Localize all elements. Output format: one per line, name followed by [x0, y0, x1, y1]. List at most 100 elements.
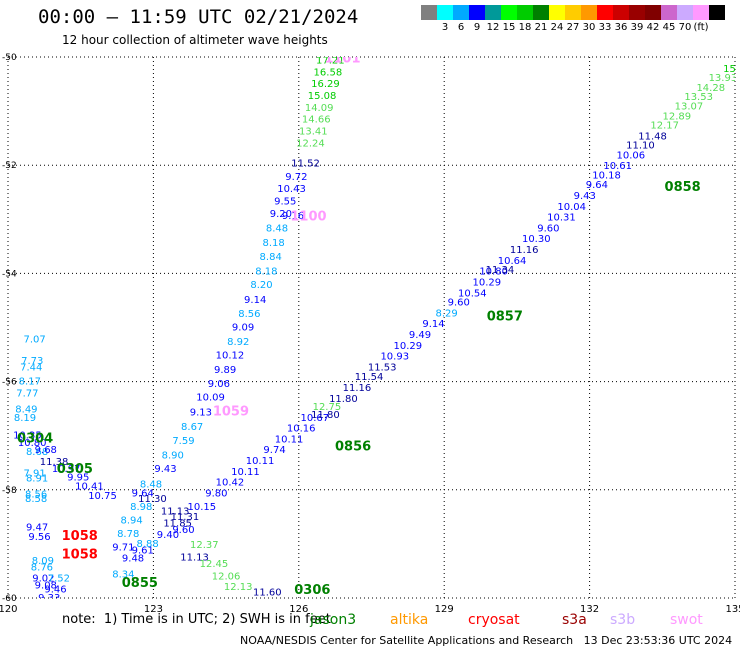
- wave-height-label: 8.91: [26, 473, 48, 484]
- wave-height-label: 12.37: [190, 540, 219, 551]
- wave-height-label: 12.89: [663, 111, 692, 122]
- wave-height-label: 9.60: [537, 223, 559, 234]
- colorbar-label: 18: [518, 22, 532, 33]
- wave-height-label: 9.95: [67, 472, 89, 483]
- wave-height-label: 10.12: [216, 351, 245, 362]
- wave-height-label: 8.97: [36, 599, 58, 610]
- wave-height-label: 7.59: [172, 436, 194, 447]
- wave-height-label: 10.54: [458, 288, 487, 299]
- wave-height-label: 11.10: [626, 141, 655, 152]
- time-label: 0304: [17, 431, 53, 446]
- wave-height-label: 11.80: [311, 410, 340, 421]
- wave-height-label: 9.48: [122, 553, 144, 564]
- wave-height-label: 8.66: [27, 602, 49, 613]
- time-label: 0858: [665, 180, 701, 195]
- wave-height-label: 8.56: [238, 309, 260, 320]
- time-label: 0855: [122, 576, 158, 591]
- wave-height-label: 9.72: [285, 172, 307, 183]
- page-title: 00:00 – 11:59 UTC 02/21/2024: [38, 6, 359, 28]
- wave-height-label: 8.58: [25, 494, 47, 505]
- wave-height-label: 10.80: [18, 438, 47, 449]
- wave-height-label: 8.34: [112, 570, 134, 581]
- wave-height-label: 9.64: [586, 180, 608, 191]
- y-tick-label: -52: [2, 161, 17, 171]
- colorbar-label: 42: [646, 22, 660, 33]
- wave-height-label: 8.84: [260, 252, 282, 263]
- wave-height-label: 8.09: [32, 556, 54, 567]
- colorbar-label: 15: [502, 22, 516, 33]
- colorbar-label: 21: [534, 22, 548, 33]
- wave-height-label: 8.94: [120, 516, 142, 527]
- wave-height-label: 10.97: [52, 464, 81, 475]
- wave-height-label: 7.52: [48, 573, 70, 584]
- wave-height-label: 8.48: [140, 479, 162, 490]
- y-tick-label: -56: [2, 378, 17, 388]
- wave-height-label: 9.74: [263, 445, 285, 456]
- wave-height-label: 8.48: [266, 223, 288, 234]
- wave-height-label: 14.09: [305, 103, 334, 114]
- wave-height-label: 10.67: [300, 413, 329, 424]
- wave-height-label: 11.31: [171, 512, 200, 523]
- colorbar-label: 27: [566, 22, 580, 33]
- wave-height-label: 8.56: [25, 490, 47, 501]
- colorbar-swatch: [693, 5, 709, 20]
- colorbar-label: 33: [598, 22, 612, 33]
- wave-height-label: 8.90: [162, 451, 184, 462]
- wave-height-label: 15.08: [308, 91, 337, 102]
- wave-height-label: 7.73: [21, 356, 43, 367]
- wave-height-label: 8.92: [227, 337, 249, 348]
- wave-height-label: 9.56: [28, 532, 50, 543]
- wave-height-label: 11.60: [253, 588, 282, 599]
- colorbar-label: 12: [486, 22, 500, 33]
- x-tick-label: 123: [144, 604, 163, 615]
- wave-height-label: 10.18: [592, 170, 621, 181]
- colorbar-swatch: [469, 5, 485, 20]
- wave-height-label: 9.14: [422, 319, 444, 330]
- wave-height-label: 12.13: [224, 582, 253, 593]
- wave-height-label: 9.08: [35, 580, 57, 591]
- colorbar-label: 39: [630, 22, 644, 33]
- colorbar-label: 9: [473, 22, 481, 33]
- wave-height-label: 8.98: [130, 502, 152, 513]
- wave-height-label: 9.06: [208, 379, 230, 390]
- colorbar-swatch: [677, 5, 693, 20]
- wave-height-label: 9.89: [214, 365, 236, 376]
- wave-height-label: 11.54: [355, 372, 384, 383]
- wave-height-label: 8.88: [136, 539, 158, 550]
- wave-height-label: 8.89: [40, 606, 62, 617]
- wave-height-label: 9.09: [232, 322, 254, 333]
- satellite-legend-altika: altika: [390, 612, 429, 628]
- wave-height-label: 9.71: [112, 543, 134, 554]
- colorbar-swatch: [613, 5, 629, 20]
- colorbar-swatch: [565, 5, 581, 20]
- wave-height-label: 10.15: [188, 502, 217, 513]
- wave-height-label: 10.43: [277, 184, 306, 195]
- wave-height-label: 11.53: [368, 362, 397, 373]
- wave-height-label: 9.13: [190, 407, 212, 418]
- wave-height-label: 9.61: [132, 545, 154, 556]
- wave-height-label: 7.07: [24, 334, 46, 345]
- satellite-legend-cryosat: cryosat: [468, 612, 520, 628]
- time-label: 1058: [62, 548, 98, 563]
- credit-line: NOAA/NESDIS Center for Satellite Applica…: [240, 634, 733, 647]
- wave-height-label: 10.29: [394, 341, 423, 352]
- wave-height-label: 8.66: [31, 633, 53, 644]
- colorbar-swatch: [453, 5, 469, 20]
- y-tick-label: -50: [2, 53, 17, 63]
- wave-height-label: 9.47: [26, 523, 48, 534]
- colorbar-swatch: [597, 5, 613, 20]
- colorbar-swatch: [709, 5, 725, 20]
- satellite-legend-jason3: jason3: [310, 612, 357, 628]
- page-subtitle: 12 hour collection of altimeter wave hei…: [62, 33, 328, 47]
- time-label: 0857: [487, 310, 523, 325]
- wave-height-label: 16.58: [314, 68, 343, 79]
- time-label: 0856: [335, 440, 371, 455]
- colorbar-swatch: [437, 5, 453, 20]
- colorbar-label: 36: [614, 22, 628, 33]
- wave-height-label: 10.04: [557, 202, 586, 213]
- wave-height-label: 11.30: [138, 494, 167, 505]
- wave-height-label: 11.16: [510, 245, 539, 256]
- time-label: 1059: [213, 404, 249, 419]
- wave-height-label: 11.48: [638, 131, 667, 142]
